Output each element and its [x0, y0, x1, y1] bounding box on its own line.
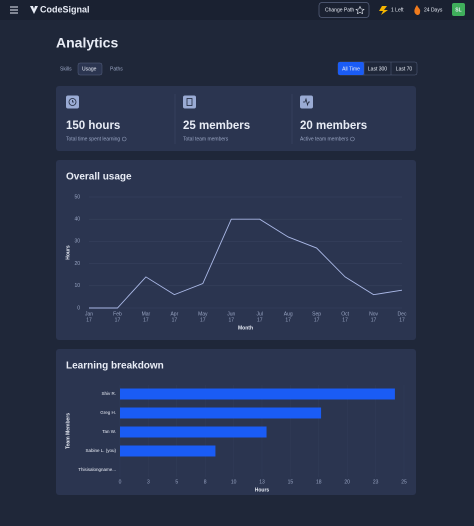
x-tick-label: Nov [369, 311, 378, 317]
x-tick-label: 17 [143, 317, 149, 323]
x-tick-label: 13 [259, 479, 265, 485]
x-tick-label: 8 [204, 479, 207, 485]
avatar[interactable] [452, 3, 465, 16]
info-icon[interactable] [350, 136, 355, 142]
avatar-initials[interactable]: SL [455, 7, 461, 13]
info-icon[interactable] [121, 136, 127, 142]
x-tick-label: 18 [316, 479, 322, 485]
x-tick-label: Sep [312, 311, 321, 317]
x-tick-label: May [198, 311, 208, 317]
x-tick-label: 15 [288, 479, 294, 485]
x-tick-label: 17 [115, 317, 121, 323]
change-path-button[interactable] [318, 2, 370, 18]
tab[interactable]: Usage [82, 66, 97, 72]
y-tick-label: 20 [74, 261, 80, 267]
x-tick-label: Dec [398, 311, 407, 317]
x-tick-label: Feb [113, 311, 122, 317]
bar [120, 445, 216, 457]
y-tick-label: 0 [77, 305, 80, 311]
stat-icon-glyph [303, 97, 310, 107]
x-tick-label: 17 [342, 317, 348, 323]
chart-title: Learning breakdown [66, 361, 164, 372]
usage-card [56, 160, 416, 340]
x-tick-label: 17 [314, 317, 320, 323]
y-tick-label: Shiv R. [101, 391, 116, 396]
streak-icon [414, 5, 421, 15]
star-icon [355, 5, 365, 15]
x-axis-label: Month [238, 325, 253, 331]
lives: 1 Left [391, 7, 404, 13]
y-axis-label: Hours [65, 245, 71, 260]
page-title: Analytics [56, 35, 118, 51]
stat-value: 150 hours [66, 120, 120, 132]
x-tick-label: 17 [285, 317, 291, 323]
y-tick-label: Greg H. [100, 410, 116, 415]
y-tick-label: Sabine L. (you) [85, 448, 116, 453]
tab[interactable]: Paths [110, 66, 123, 72]
stat-icon [183, 95, 196, 109]
x-tick-label: 17 [172, 317, 178, 323]
range-selected[interactable] [338, 62, 364, 75]
x-tick-label: Apr [170, 311, 178, 317]
x-tick-label: 17 [371, 317, 377, 323]
breakdown-card [56, 349, 416, 495]
x-tick-label: 23 [373, 479, 379, 485]
y-tick-label: 10 [74, 283, 80, 289]
x-tick-label: 20 [344, 479, 350, 485]
stats-card [56, 86, 416, 151]
x-tick-label: 17 [200, 317, 206, 323]
x-tick-label: 0 [119, 479, 122, 485]
bar [120, 426, 267, 438]
range-option[interactable]: Last 300 [368, 66, 387, 72]
y-tick-label: Thisisalongname... [78, 467, 116, 472]
y-axis-label: Team Members [65, 413, 71, 449]
logo-icon [30, 6, 38, 14]
bar [120, 407, 322, 419]
range-option[interactable]: Last 70 [396, 66, 413, 72]
stat-icon-glyph [186, 98, 193, 106]
x-tick-label: Jan [85, 311, 93, 317]
change-path-label[interactable]: Change Path [325, 7, 354, 13]
y-tick-label: 50 [74, 194, 80, 200]
stat-caption: Active team members [300, 136, 349, 142]
logo[interactable]: CodeSignal [40, 4, 90, 14]
menu-icon[interactable] [10, 6, 18, 14]
x-tick-label: 10 [231, 479, 237, 485]
x-tick-label: 17 [257, 317, 263, 323]
tab-selected[interactable] [77, 62, 103, 76]
x-tick-label: 17 [399, 317, 405, 323]
x-tick-label: 3 [147, 479, 150, 485]
tab[interactable]: Skills [60, 66, 72, 72]
usage-line [89, 218, 403, 309]
y-tick-label: Tan W. [102, 429, 116, 434]
y-tick-label: 40 [74, 217, 80, 223]
range-option[interactable]: All Time [342, 66, 360, 72]
lives-icon [379, 6, 388, 15]
streak: 24 Days [424, 7, 443, 13]
chart-title: Overall usage [66, 172, 132, 183]
x-tick-label: 25 [401, 479, 407, 485]
stat-icon-glyph [68, 98, 77, 106]
x-tick-label: Mar [142, 311, 151, 317]
x-tick-label: Oct [341, 311, 349, 317]
stat-caption: Total team members [183, 136, 229, 142]
x-axis-label: Hours [255, 487, 270, 493]
bar [120, 388, 395, 400]
stat-value: 25 members [183, 120, 250, 132]
x-tick-label: 17 [228, 317, 234, 323]
x-tick-label: Aug [284, 311, 293, 317]
x-tick-label: 5 [175, 479, 178, 485]
y-tick-label: 30 [74, 239, 80, 245]
stat-value: 20 members [300, 120, 367, 132]
x-tick-label: Jun [227, 311, 235, 317]
stat-caption: Total time spent learning [66, 136, 120, 142]
x-tick-label: Jul [257, 311, 263, 317]
x-tick-label: 17 [86, 317, 92, 323]
